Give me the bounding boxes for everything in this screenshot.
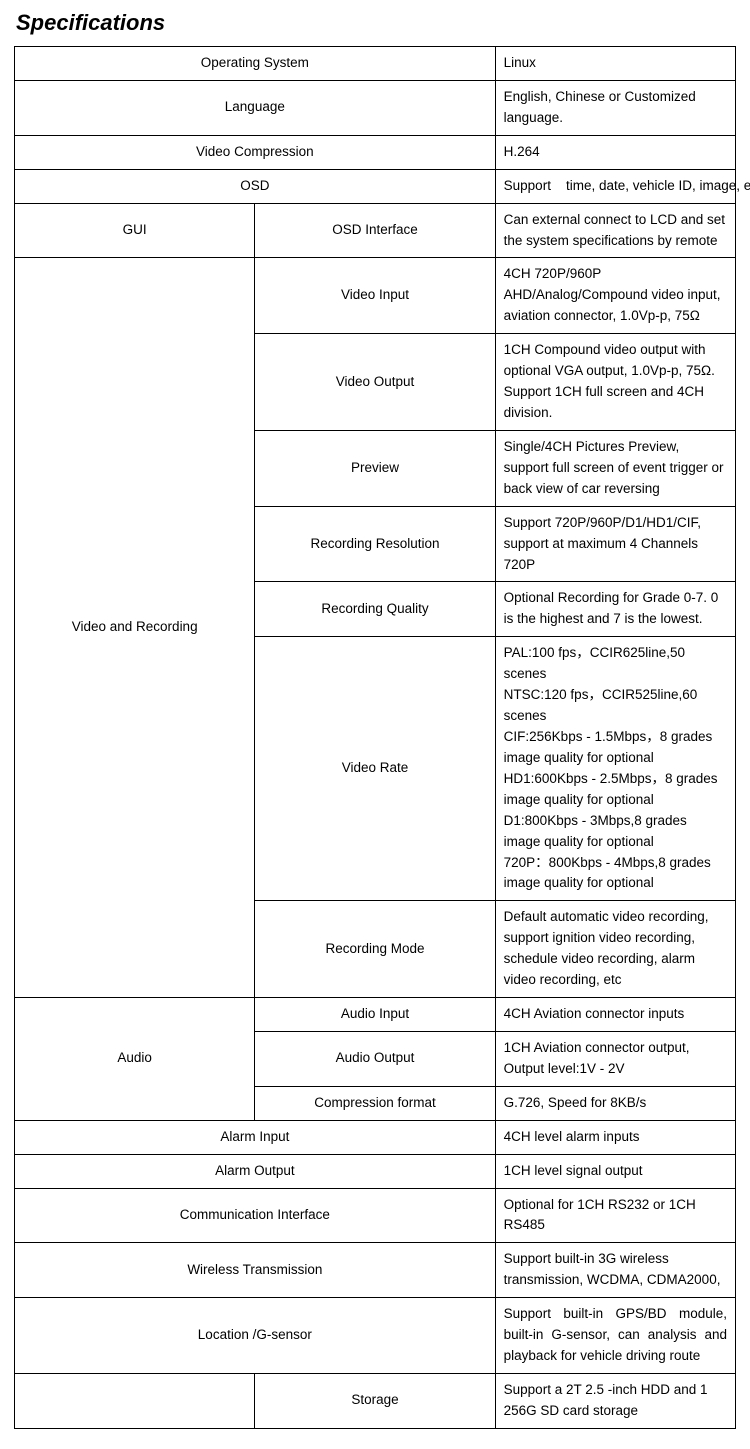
- group-audio: Audio: [15, 998, 255, 1121]
- label-audio-input: Audio Input: [255, 998, 495, 1032]
- value-recording-mode: Default automatic video recording, suppo…: [495, 901, 735, 998]
- value-recording-resolution: Support 720P/960P/D1/HD1/CIF, support at…: [495, 506, 735, 582]
- label-osd: OSD: [15, 169, 496, 203]
- label-recording-quality: Recording Quality: [255, 582, 495, 637]
- value-operating-system: Linux: [495, 47, 735, 81]
- table-row: Video Compression H.264: [15, 135, 736, 169]
- label-preview: Preview: [255, 430, 495, 506]
- value-compression-format: G.726, Speed for 8KB/s: [495, 1086, 735, 1120]
- label-storage: Storage: [255, 1374, 495, 1429]
- label-osd-interface: OSD Interface: [255, 203, 495, 258]
- video-rate-line: HD1:600Kbps - 2.5Mbps，8 grades image qua…: [504, 769, 727, 811]
- value-language: English, Chinese or Customized language.: [495, 80, 735, 135]
- video-rate-line: CIF:256Kbps - 1.5Mbps，8 grades image qua…: [504, 727, 727, 769]
- page-title: Specifications: [16, 10, 736, 36]
- table-row: Communication Interface Optional for 1CH…: [15, 1188, 736, 1243]
- value-video-compression: H.264: [495, 135, 735, 169]
- table-row: Operating System Linux: [15, 47, 736, 81]
- video-rate-line: D1:800Kbps - 3Mbps,8 grades image qualit…: [504, 811, 727, 853]
- specifications-table: Operating System Linux Language English,…: [14, 46, 736, 1429]
- label-video-input: Video Input: [255, 258, 495, 334]
- table-row: GUI OSD Interface Can external connect t…: [15, 203, 736, 258]
- value-preview: Single/4CH Pictures Preview, support ful…: [495, 430, 735, 506]
- value-alarm-output: 1CH level signal output: [495, 1154, 735, 1188]
- label-video-output: Video Output: [255, 334, 495, 431]
- label-recording-mode: Recording Mode: [255, 901, 495, 998]
- video-rate-line: NTSC:120 fps，CCIR525line,60 scenes: [504, 685, 727, 727]
- label-recording-resolution: Recording Resolution: [255, 506, 495, 582]
- table-row: Video and Recording Video Input 4CH 720P…: [15, 258, 736, 334]
- group-storage-blank: [15, 1374, 255, 1429]
- label-communication-interface: Communication Interface: [15, 1188, 496, 1243]
- table-row: Alarm Output 1CH level signal output: [15, 1154, 736, 1188]
- table-row: Audio Audio Input 4CH Aviation connector…: [15, 998, 736, 1032]
- label-video-compression: Video Compression: [15, 135, 496, 169]
- table-row: Wireless Transmission Support built-in 3…: [15, 1243, 736, 1298]
- table-row: OSD Support time, date, vehicle ID, imag…: [15, 169, 736, 203]
- value-osd-interface: Can external connect to LCD and set the …: [495, 203, 735, 258]
- value-storage: Support a 2T 2.5 -inch HDD and 1 256G SD…: [495, 1374, 735, 1429]
- label-wireless-transmission: Wireless Transmission: [15, 1243, 496, 1298]
- value-video-input: 4CH 720P/960P AHD/Analog/Compound video …: [495, 258, 735, 334]
- label-location-gsensor: Location /G-sensor: [15, 1298, 496, 1374]
- label-operating-system: Operating System: [15, 47, 496, 81]
- value-audio-output: 1CH Aviation connector output, Output le…: [495, 1031, 735, 1086]
- video-rate-line: PAL:100 fps，CCIR625line,50 scenes: [504, 643, 727, 685]
- value-wireless-transmission: Support built-in 3G wireless transmissio…: [495, 1243, 735, 1298]
- label-audio-output: Audio Output: [255, 1031, 495, 1086]
- label-language: Language: [15, 80, 496, 135]
- table-row: Storage Support a 2T 2.5 -inch HDD and 1…: [15, 1374, 736, 1429]
- label-gui: GUI: [15, 203, 255, 258]
- value-alarm-input: 4CH level alarm inputs: [495, 1120, 735, 1154]
- value-recording-quality: Optional Recording for Grade 0-7. 0 is t…: [495, 582, 735, 637]
- video-rate-line: 720P：800Kbps - 4Mbps,8 grades image qual…: [504, 853, 727, 895]
- value-video-rate: PAL:100 fps，CCIR625line,50 scenes NTSC:1…: [495, 637, 735, 901]
- label-video-rate: Video Rate: [255, 637, 495, 901]
- table-row: Location /G-sensor Support built-in GPS/…: [15, 1298, 736, 1374]
- value-communication-interface: Optional for 1CH RS232 or 1CH RS485: [495, 1188, 735, 1243]
- value-location-gsensor: Support built-in GPS/BD module, built-in…: [495, 1298, 735, 1374]
- table-row: Language English, Chinese or Customized …: [15, 80, 736, 135]
- value-video-output: 1CH Compound video output with optional …: [495, 334, 735, 431]
- group-video-recording: Video and Recording: [15, 258, 255, 998]
- value-audio-input: 4CH Aviation connector inputs: [495, 998, 735, 1032]
- table-row: Alarm Input 4CH level alarm inputs: [15, 1120, 736, 1154]
- label-alarm-input: Alarm Input: [15, 1120, 496, 1154]
- label-alarm-output: Alarm Output: [15, 1154, 496, 1188]
- label-compression-format: Compression format: [255, 1086, 495, 1120]
- value-osd: Support time, date, vehicle ID, image, e…: [495, 169, 735, 203]
